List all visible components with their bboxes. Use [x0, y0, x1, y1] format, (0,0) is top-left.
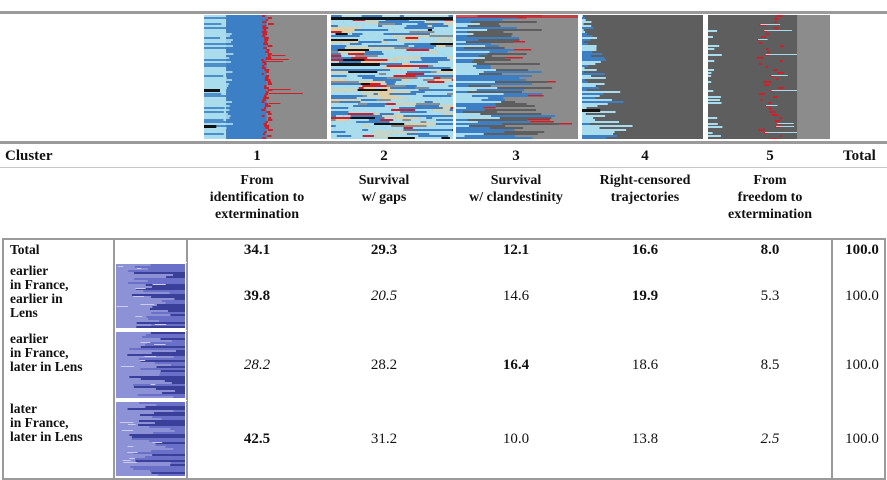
- cluster-name-line: w/ gaps: [361, 190, 407, 205]
- cluster-name-line: trajectories: [610, 190, 680, 205]
- cell-cluster-5: 8.0: [760, 242, 780, 258]
- cell-cluster-4: 13.8: [631, 431, 659, 447]
- cluster-name-line: w/ clandestinity: [469, 190, 563, 205]
- cell-cluster-5: 8.5: [760, 357, 780, 373]
- cluster-2-number: 2: [380, 148, 388, 164]
- cluster-2-name: Survival w/ gaps: [319, 172, 449, 206]
- cluster-3-name: Survival w/ clandestinity: [451, 172, 581, 206]
- cell-cluster-3: 12.1: [502, 242, 530, 258]
- cluster-1-number: 1: [253, 148, 261, 164]
- cell-cluster-3: 10.0: [502, 431, 530, 447]
- cluster-5-number: 5: [766, 148, 774, 164]
- cell-cluster-4: 16.6: [631, 242, 659, 258]
- row-separator: [115, 400, 187, 401]
- cluster-name-line: extermination: [728, 207, 812, 222]
- label-column-divider: [113, 238, 115, 480]
- cell-cluster-1: 42.5: [243, 431, 271, 447]
- top-rule: [0, 11, 887, 14]
- cell-total: 100.0: [845, 357, 879, 373]
- cluster-name-line: Right-censored: [599, 173, 691, 188]
- row-label-line: in France,: [10, 277, 69, 292]
- cluster-4-sequence-plot: [582, 15, 703, 139]
- cluster-3-sequence-plot: [456, 15, 578, 139]
- cluster-name-line: extermination: [215, 207, 299, 222]
- row-label-line: later in Lens: [10, 429, 83, 444]
- cluster-name-line: identification to: [209, 190, 305, 205]
- row-label: earlier in France, later in Lens: [10, 332, 83, 374]
- cell-total: 100.0: [845, 288, 879, 304]
- cluster-1-sequence-plot: [204, 15, 327, 139]
- cluster-3-number: 3: [512, 148, 520, 164]
- cell-cluster-3: 16.4: [502, 357, 530, 373]
- cluster-name-line: From: [753, 173, 787, 188]
- row-label-line: later: [10, 401, 37, 416]
- cell-cluster-1: 34.1: [243, 242, 271, 258]
- cell-cluster-2: 31.2: [370, 431, 398, 447]
- cluster-name-line: Survival: [490, 173, 542, 188]
- cluster-5-sequence-plot: [708, 15, 830, 139]
- cluster-1-name: From identification to extermination: [192, 172, 322, 223]
- header-rule-top: [0, 141, 887, 144]
- cluster-4-name: Right-censored trajectories: [580, 172, 710, 206]
- row-sequence-plot: [116, 332, 185, 398]
- cell-total: 100.0: [845, 242, 879, 258]
- cluster-4-number: 4: [641, 148, 649, 164]
- row-label-line: earlier: [10, 263, 49, 278]
- cell-cluster-2: 20.5: [370, 288, 398, 304]
- cell-total: 100.0: [845, 431, 879, 447]
- total-header-label: Total: [843, 148, 876, 164]
- total-column-divider: [831, 238, 833, 480]
- row-label: Total: [10, 243, 40, 257]
- cluster-name-line: From: [240, 173, 274, 188]
- cell-cluster-2: 29.3: [370, 242, 398, 258]
- cluster-name-line: freedom to: [737, 190, 803, 205]
- row-label-line: earlier in: [10, 291, 63, 306]
- cluster-5-name: From freedom to extermination: [705, 172, 835, 223]
- row-separator: [115, 330, 187, 331]
- row-label-line: in France,: [10, 345, 69, 360]
- row-label-line: in France,: [10, 415, 69, 430]
- row-label-line: Total: [10, 242, 40, 257]
- table-body: Total 34.1 29.3 12.1 16.6 8.0 100.0 earlier in F…: [0, 238, 887, 480]
- cell-cluster-4: 19.9: [631, 288, 659, 304]
- row-label: earlier in France, earlier in Lens: [10, 264, 69, 320]
- cell-cluster-1: 28.2: [243, 357, 271, 373]
- cell-cluster-5: 5.3: [760, 288, 780, 304]
- cell-cluster-1: 39.8: [243, 288, 271, 304]
- row-label-line: earlier: [10, 331, 49, 346]
- cluster-2-sequence-plot: [331, 15, 453, 139]
- row-sequence-plot: [116, 264, 185, 328]
- cell-cluster-4: 18.6: [631, 357, 659, 373]
- row-separator: [115, 262, 187, 263]
- body-frame: [2, 238, 886, 480]
- cell-cluster-3: 14.6: [502, 288, 530, 304]
- row-sequence-plot: [116, 402, 185, 476]
- row-label-line: later in Lens: [10, 359, 83, 374]
- cell-cluster-5: 2.5: [760, 431, 780, 447]
- cluster-name-line: Survival: [358, 173, 410, 188]
- row-label-line: Lens: [10, 305, 38, 320]
- header-rule-thin: [0, 167, 887, 168]
- cluster-header-label: Cluster: [5, 148, 53, 164]
- row-label: later in France, later in Lens: [10, 402, 83, 444]
- cell-cluster-2: 28.2: [370, 357, 398, 373]
- sequence-column-divider: [186, 238, 188, 480]
